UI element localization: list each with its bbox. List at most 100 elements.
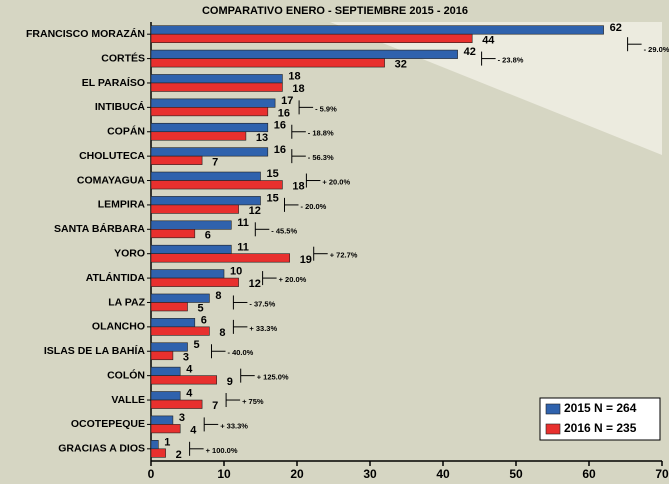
annotation: - 40.0% bbox=[228, 348, 254, 357]
bar bbox=[150, 440, 159, 450]
annotation: + 20.0% bbox=[279, 275, 307, 284]
y-tick-label: EL PARAÍSO bbox=[82, 76, 145, 89]
annotation: - 45.5% bbox=[271, 226, 297, 235]
y-tick-label: ISLAS DE LA BAHÍA bbox=[44, 344, 146, 357]
bar bbox=[150, 375, 217, 385]
value-label: 11 bbox=[237, 241, 249, 253]
bar bbox=[150, 82, 283, 92]
bar bbox=[150, 74, 283, 84]
value-label: 4 bbox=[186, 363, 193, 375]
y-tick-label: OCOTEPEQUE bbox=[71, 418, 145, 430]
value-label: 3 bbox=[179, 412, 185, 424]
annotation: + 20.0% bbox=[322, 178, 350, 187]
annotation: - 37.5% bbox=[249, 299, 275, 308]
y-tick-label: CHOLUTECA bbox=[79, 150, 145, 162]
chart-title: COMPARATIVO ENERO - SEPTIEMBRE 2015 - 20… bbox=[202, 5, 468, 17]
y-tick-label: ATLÁNTIDA bbox=[86, 271, 146, 284]
y-tick-label: LA PAZ bbox=[108, 296, 145, 308]
bar bbox=[150, 147, 269, 157]
annotation: + 75% bbox=[242, 397, 264, 406]
y-tick-label: COMAYAGUA bbox=[77, 174, 145, 186]
bar bbox=[150, 399, 203, 409]
value-label: 16 bbox=[274, 119, 286, 131]
bar bbox=[150, 269, 225, 279]
bar bbox=[150, 424, 181, 434]
y-tick-label: FRANCISCO MORAZÁN bbox=[26, 27, 145, 40]
value-label: 8 bbox=[219, 327, 225, 339]
y-tick-label: VALLE bbox=[111, 394, 145, 406]
bar bbox=[150, 122, 269, 133]
value-label: 6 bbox=[201, 315, 207, 327]
bar bbox=[150, 229, 196, 239]
annotation: + 125.0% bbox=[257, 373, 289, 382]
x-tick-label: 50 bbox=[509, 467, 523, 481]
bar bbox=[150, 244, 232, 254]
legend-swatch bbox=[545, 423, 561, 435]
value-label: 6 bbox=[205, 229, 211, 241]
bar bbox=[150, 107, 269, 117]
annotation: - 18.8% bbox=[308, 129, 334, 138]
value-label: 3 bbox=[183, 351, 189, 363]
value-label: 5 bbox=[198, 303, 204, 315]
value-label: 1 bbox=[164, 436, 170, 448]
x-tick-label: 10 bbox=[217, 467, 231, 481]
bar bbox=[150, 33, 473, 43]
value-label: 13 bbox=[256, 132, 268, 144]
bar bbox=[150, 318, 196, 328]
y-tick-label: COPÁN bbox=[107, 125, 145, 138]
value-label: 10 bbox=[230, 266, 242, 278]
bar bbox=[150, 277, 239, 287]
value-label: 5 bbox=[194, 339, 200, 351]
annotation: - 29.0% bbox=[644, 45, 669, 54]
y-tick-label: COLÓN bbox=[107, 368, 145, 381]
annotation: + 100.0% bbox=[206, 446, 238, 455]
value-label: 18 bbox=[292, 181, 304, 193]
annotation: + 33.3% bbox=[220, 421, 248, 430]
legend-label: 2015 N = 264 bbox=[564, 401, 637, 415]
annotation: + 33.3% bbox=[249, 324, 277, 333]
bar bbox=[150, 58, 385, 68]
bar bbox=[150, 49, 458, 59]
y-tick-label: OLANCHO bbox=[92, 321, 145, 333]
bar bbox=[150, 204, 239, 214]
value-label: 42 bbox=[464, 46, 476, 58]
value-label: 8 bbox=[215, 290, 221, 302]
value-label: 16 bbox=[274, 144, 286, 156]
bar bbox=[150, 293, 210, 303]
value-label: 12 bbox=[249, 278, 261, 290]
bar bbox=[150, 391, 181, 401]
y-tick-label: YORO bbox=[114, 247, 145, 259]
value-label: 15 bbox=[267, 168, 279, 180]
value-label: 7 bbox=[212, 400, 218, 412]
bar bbox=[150, 415, 174, 425]
value-label: 12 bbox=[249, 205, 261, 217]
y-tick-label: CORTÉS bbox=[101, 51, 145, 64]
annotation: + 72.7% bbox=[330, 251, 358, 260]
bar bbox=[150, 25, 604, 35]
value-label: 7 bbox=[212, 156, 218, 168]
bar bbox=[150, 326, 210, 336]
value-label: 11 bbox=[237, 217, 249, 229]
y-tick-label: SANTA BÁRBARA bbox=[54, 222, 145, 235]
bar bbox=[150, 171, 261, 181]
x-tick-label: 30 bbox=[363, 467, 377, 481]
x-tick-label: 0 bbox=[148, 467, 155, 481]
x-tick-label: 60 bbox=[582, 467, 596, 481]
annotation: - 23.8% bbox=[498, 56, 524, 65]
y-tick-label: INTIBUCÁ bbox=[95, 100, 146, 113]
bar bbox=[150, 366, 181, 376]
bar bbox=[150, 196, 261, 206]
bar bbox=[150, 155, 203, 165]
bar bbox=[150, 220, 232, 230]
annotation: - 56.3% bbox=[308, 153, 334, 162]
bar bbox=[150, 253, 290, 263]
value-label: 4 bbox=[190, 425, 197, 437]
value-label: 18 bbox=[288, 71, 300, 83]
y-tick-label: GRACIAS A DIOS bbox=[58, 443, 145, 455]
bar bbox=[150, 350, 174, 361]
value-label: 19 bbox=[300, 254, 312, 266]
value-label: 32 bbox=[395, 59, 407, 71]
value-label: 44 bbox=[482, 34, 495, 46]
x-tick-label: 70 bbox=[655, 467, 669, 481]
